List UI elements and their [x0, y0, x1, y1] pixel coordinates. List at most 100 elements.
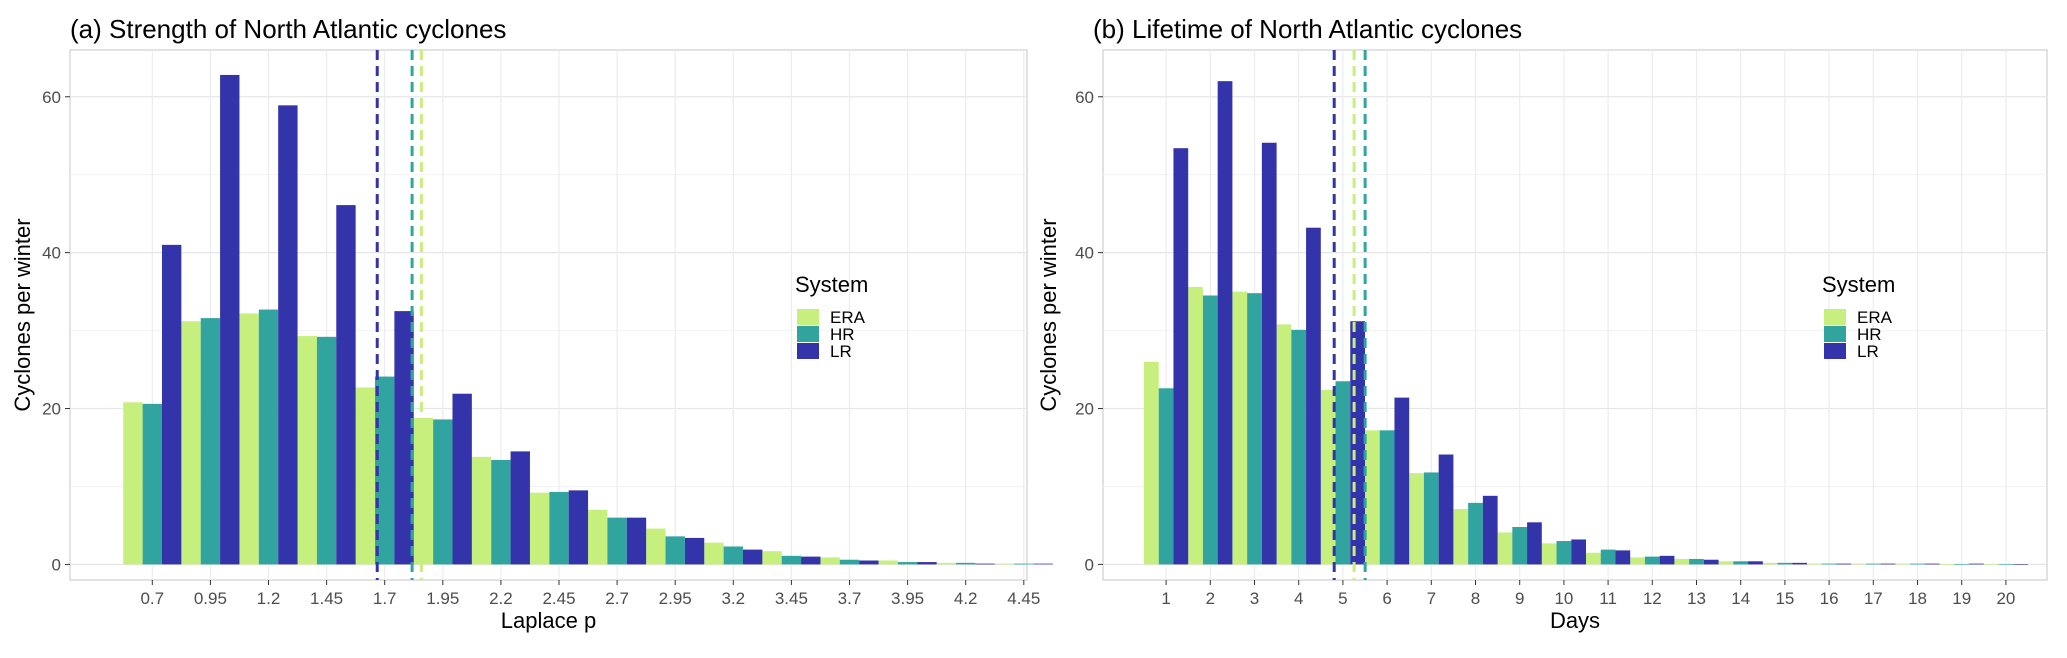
bar-hr: [1733, 561, 1749, 565]
bar-hr: [1556, 541, 1572, 565]
x-tick-label: 3.95: [891, 589, 924, 608]
x-tick-label: 0.7: [140, 589, 164, 608]
y-axis-label: Cyclones per winter: [10, 218, 35, 411]
bar-hr: [433, 419, 453, 565]
bar-hr: [1821, 563, 1837, 565]
x-tick-label: 18: [1908, 589, 1927, 608]
bar-hr: [665, 536, 685, 565]
bar-lr: [1033, 563, 1053, 565]
x-axis-label: Days: [1550, 608, 1600, 633]
bar-lr: [1173, 148, 1189, 565]
x-tick-label: 15: [1775, 589, 1794, 608]
x-tick-label: 1.7: [373, 589, 397, 608]
legend-label-lr: LR: [830, 342, 852, 361]
bar-hr: [1014, 563, 1034, 565]
bar-era: [878, 560, 898, 565]
bar-era: [1453, 509, 1469, 565]
x-tick-label: 2.95: [659, 589, 692, 608]
legend-swatch-era: [797, 309, 819, 325]
legend-swatch-hr: [797, 326, 819, 342]
x-tick-label: 4: [1294, 589, 1303, 608]
bar-hr: [1600, 549, 1616, 565]
x-tick-label: 3.2: [721, 589, 745, 608]
bar-hr: [1202, 295, 1218, 565]
bar-era: [1497, 532, 1513, 565]
bar-lr: [626, 517, 647, 565]
bar-hr: [1158, 388, 1174, 565]
bar-hr: [1865, 563, 1881, 565]
legend-title: System: [1822, 272, 1895, 297]
y-tick-label: 40: [42, 244, 61, 263]
legend-swatch-era: [1824, 309, 1846, 325]
x-tick-label: 10: [1554, 589, 1573, 608]
x-tick-label: 1: [1161, 589, 1170, 608]
x-tick-label: 13: [1687, 589, 1706, 608]
x-tick-label: 17: [1864, 589, 1883, 608]
x-tick-label: 20: [1996, 589, 2015, 608]
bar-era: [1674, 558, 1690, 565]
bar-era: [1895, 563, 1911, 565]
bar-hr: [375, 376, 395, 565]
bar-era: [1541, 543, 1557, 565]
legend-swatch-lr: [1824, 343, 1846, 359]
bar-era: [1718, 561, 1734, 565]
bar-era: [123, 402, 143, 565]
bar-lr: [1969, 563, 1984, 565]
bar-lr: [742, 549, 763, 565]
bar-era: [1232, 291, 1248, 565]
bar-era: [529, 492, 550, 565]
bar-era: [994, 563, 1015, 565]
x-tick-label: 2.2: [489, 589, 513, 608]
chart-title: (b) Lifetime of North Atlantic cyclones: [1093, 14, 1522, 44]
bar-lr: [684, 537, 705, 565]
bar-lr: [1527, 522, 1542, 565]
bar-era: [1409, 473, 1424, 565]
x-tick-label: 5: [1338, 589, 1347, 608]
bar-lr: [1571, 539, 1586, 565]
bar-hr: [142, 403, 162, 565]
bar-hr: [200, 318, 221, 565]
bar-lr: [452, 393, 472, 565]
bar-lr: [278, 105, 298, 565]
bar-era: [471, 456, 492, 565]
bar-hr: [491, 459, 511, 565]
y-tick-label: 20: [42, 400, 61, 419]
bar-era: [588, 509, 608, 565]
bar-era: [646, 528, 666, 565]
bar-lr: [1438, 454, 1454, 565]
bar-era: [297, 336, 317, 565]
x-tick-label: 16: [1820, 589, 1839, 608]
x-tick-label: 11: [1599, 589, 1617, 608]
x-tick-label: 7: [1427, 589, 1436, 608]
bar-lr: [1350, 321, 1365, 565]
bar-lr: [1748, 561, 1763, 565]
legend-title: System: [795, 272, 868, 297]
bar-lr: [975, 563, 995, 565]
x-tick-label: 0.95: [194, 589, 227, 608]
bar-hr: [1954, 564, 1970, 566]
bar-lr: [568, 490, 589, 565]
x-tick-label: 4.2: [954, 589, 978, 608]
x-tick-label: 2: [1206, 589, 1215, 608]
bar-era: [704, 542, 724, 565]
bar-lr: [1836, 563, 1852, 565]
y-tick-label: 60: [1075, 88, 1094, 107]
bar-era: [762, 551, 782, 565]
x-tick-label: 1.95: [426, 589, 459, 608]
bar-era: [1188, 286, 1203, 565]
legend-label-era: ERA: [1857, 308, 1893, 327]
bar-lr: [394, 311, 414, 565]
bar-hr: [549, 491, 569, 565]
y-axis-label: Cyclones per winter: [1036, 218, 1061, 411]
x-tick-label: 3.45: [775, 589, 808, 608]
bar-era: [1586, 552, 1601, 565]
bar-lr: [859, 560, 879, 565]
x-tick-label: 19: [1952, 589, 1971, 608]
bar-hr: [897, 562, 918, 565]
bar-lr: [1703, 559, 1719, 565]
bar-era: [355, 387, 376, 565]
bar-hr: [1644, 556, 1660, 565]
bar-hr: [1247, 293, 1262, 565]
